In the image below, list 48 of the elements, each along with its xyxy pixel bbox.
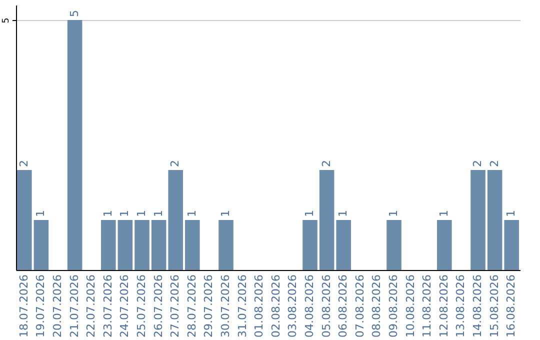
x-tick-label: 05.08.2026 [320,274,333,338]
data-label: 1 [387,210,400,217]
x-tick-label: 25.07.2026 [135,274,148,338]
data-label: 1 [219,210,232,217]
x-tick-label: 10.08.2026 [404,274,417,338]
x-tick-label: 06.08.2026 [336,274,350,338]
x-tick-label: 30.07.2026 [219,274,232,338]
x-tick-label: 23.07.2026 [101,274,114,338]
x-tick-label: 04.08.2026 [303,274,316,338]
x-tick-label: 29.07.2026 [202,274,216,338]
data-label: 1 [152,210,165,217]
x-tick-label: 11.08.2026 [420,274,434,338]
data-label: 1 [303,210,316,217]
x-tick-label: 21.07.2026 [68,274,81,338]
data-label: 1 [336,210,350,217]
x-tick-label: 07.08.2026 [353,274,366,338]
x-tick-label: 18.07.2026 [17,274,30,338]
x-tick-label: 20.07.2026 [51,274,64,338]
x-tick-label: 22.07.2026 [84,274,98,338]
x-tick-label: 02.08.2026 [269,274,282,338]
data-label: 1 [34,210,48,217]
data-label: 1 [437,210,450,217]
x-tick-label: 26.07.2026 [152,274,165,338]
x-tick-label: 24.07.2026 [118,274,132,338]
x-tick-label: 19.07.2026 [34,274,48,338]
data-label: 1 [185,210,198,217]
x-tick-label: 28.07.2026 [185,274,198,338]
x-tick-label: 09.08.2026 [387,274,400,338]
x-tick-label: 03.08.2026 [286,274,300,338]
data-label: 5 [68,10,81,17]
x-tick-label: 12.08.2026 [437,274,450,338]
data-label: 2 [488,160,501,167]
x-tick-label: 31.07.2026 [236,274,249,338]
data-label: 1 [135,210,148,217]
data-label: 2 [17,160,30,167]
x-tick-label: 13.08.2026 [454,274,468,338]
data-label: 1 [504,210,518,217]
data-label: 1 [118,210,132,217]
data-label: 2 [320,160,333,167]
x-tick-label: 08.08.2026 [370,274,384,338]
x-tick-label: 14.08.2026 [471,274,484,338]
x-tick-label: 01.08.2026 [252,274,266,338]
x-tick-label: 16.08.2026 [504,274,518,338]
data-label: 2 [471,160,484,167]
data-label: 2 [168,160,182,167]
x-tick-label: 27.07.2026 [168,274,182,338]
data-label: 1 [101,210,114,217]
x-tick-label: 15.08.2026 [488,274,501,338]
